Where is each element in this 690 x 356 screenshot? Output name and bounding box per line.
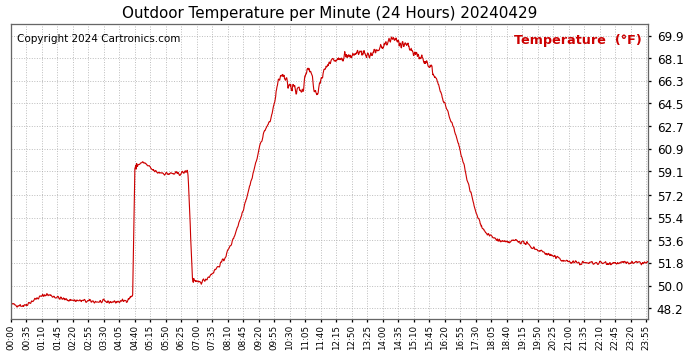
Text: Temperature  (°F): Temperature (°F) (514, 33, 642, 47)
Text: Copyright 2024 Cartronics.com: Copyright 2024 Cartronics.com (17, 33, 181, 43)
Title: Outdoor Temperature per Minute (24 Hours) 20240429: Outdoor Temperature per Minute (24 Hours… (122, 6, 538, 21)
